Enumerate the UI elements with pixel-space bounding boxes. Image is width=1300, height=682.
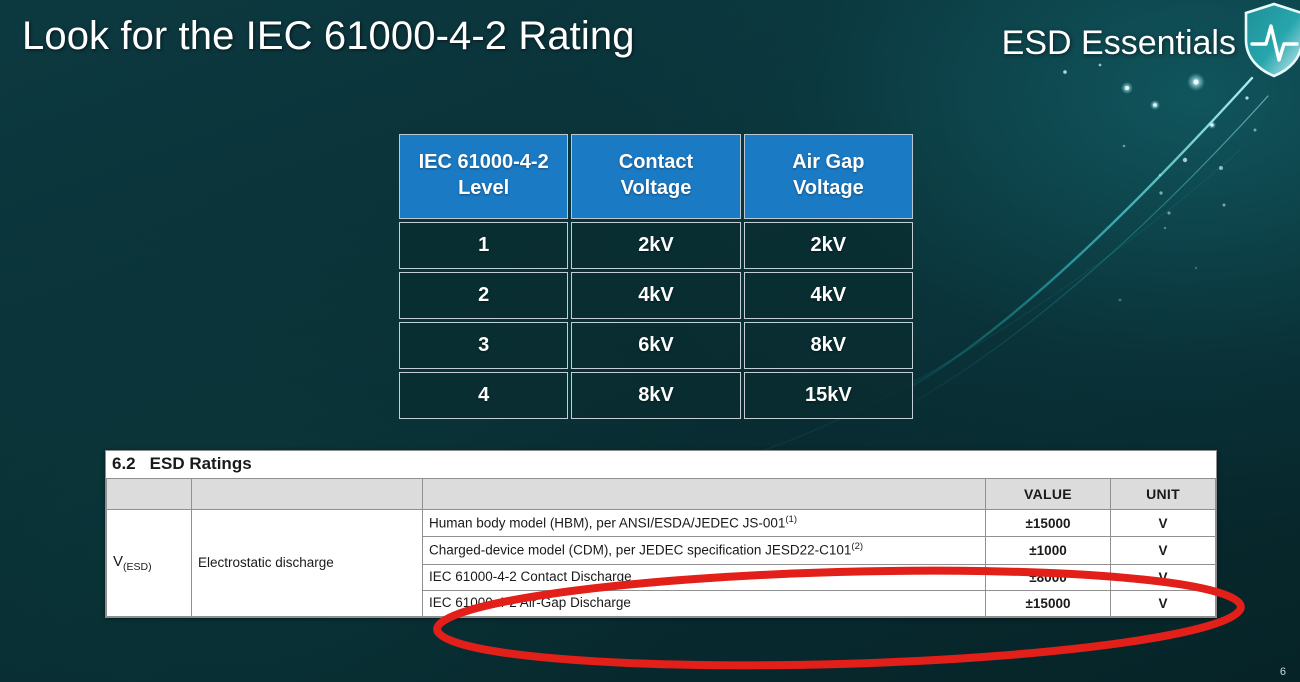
cell-unit: V (1110, 589, 1216, 617)
cell-symbol: V(ESD) (106, 509, 192, 617)
shield-pulse-icon (1244, 2, 1300, 78)
table-row: 4 8kV 15kV (399, 371, 913, 419)
esd-ratings-table: VALUE UNIT V(ESD) Electrostatic discharg… (106, 478, 1216, 617)
table-row: 1 2kV 2kV (399, 221, 913, 269)
page-number: 6 (1279, 666, 1286, 678)
cell-unit: V (1110, 563, 1216, 591)
cell-parameter: Electrostatic discharge (191, 509, 423, 617)
column-header-level: IEC 61000-4-2 Level (399, 134, 569, 219)
section-number: 6.2 (112, 454, 136, 473)
cell-value: ±15000 (985, 589, 1111, 617)
brand-title: ESD Essentials (1001, 23, 1236, 62)
cell-level: 4 (399, 371, 569, 419)
header-value: VALUE (985, 478, 1111, 510)
cell-air-gap-voltage: 2kV (743, 221, 913, 269)
cell-description: Human body model (HBM), per ANSI/ESDA/JE… (422, 508, 986, 538)
cell-unit: V (1110, 508, 1216, 538)
cell-level: 2 (399, 271, 569, 319)
table-row: 3 6kV 8kV (399, 321, 913, 369)
footnote-marker: (2) (851, 541, 864, 553)
brand-lockup: ESD Essentials (1001, 2, 1300, 78)
cell-level: 3 (399, 321, 569, 369)
cell-contact-voltage: 6kV (571, 321, 741, 369)
cell-description: Charged-device model (CDM), per JEDEC sp… (422, 536, 986, 565)
description-text: IEC 61000-4-2 Contact Discharge (429, 568, 632, 584)
page-title: Look for the IEC 61000-4-2 Rating (22, 14, 635, 58)
footnote-marker: (1) (785, 514, 798, 525)
table-row: 2 4kV 4kV (399, 271, 913, 319)
cell-air-gap-voltage: 15kV (743, 371, 913, 419)
cell-contact-voltage: 8kV (571, 371, 741, 419)
iec-level-table: IEC 61000-4-2 Level Contact Voltage Air … (396, 131, 916, 422)
cell-contact-voltage: 2kV (571, 221, 741, 269)
header-blank-symbol (106, 478, 192, 510)
description-text: Charged-device model (CDM), per JEDEC sp… (429, 542, 852, 558)
description-text: Human body model (HBM), per ANSI/ESDA/JE… (429, 515, 786, 531)
header-unit: UNIT (1110, 478, 1216, 510)
cell-unit: V (1110, 536, 1216, 565)
header-blank-description (422, 478, 986, 510)
datasheet-header-row: VALUE UNIT (106, 478, 1216, 510)
datasheet-excerpt: 6.2 ESD Ratings VALUE UNIT V(ESD) Electro… (105, 450, 1217, 618)
cell-contact-voltage: 4kV (571, 271, 741, 319)
cell-description: IEC 61000-4-2 Air-Gap Discharge (422, 589, 986, 617)
table-row: Charged-device model (CDM), per JEDEC sp… (107, 536, 1216, 565)
cell-value: ±8000 (985, 563, 1111, 591)
table-header-row: IEC 61000-4-2 Level Contact Voltage Air … (399, 134, 913, 219)
cell-value: ±1000 (985, 536, 1111, 565)
symbol-subscript: (ESD) (123, 560, 152, 573)
cell-air-gap-voltage: 4kV (743, 271, 913, 319)
cell-description: IEC 61000-4-2 Contact Discharge (422, 563, 986, 591)
symbol-letter: V (113, 552, 124, 570)
column-header-air-gap-voltage: Air Gap Voltage (743, 134, 913, 219)
cell-value: ±15000 (985, 508, 1111, 538)
description-text: IEC 61000-4-2 Air-Gap Discharge (429, 594, 631, 610)
datasheet-section-heading: 6.2 ESD Ratings (106, 451, 1216, 478)
header-blank-parameter (191, 478, 423, 510)
cell-level: 1 (399, 221, 569, 269)
table-row: V(ESD) Electrostatic discharge Human bod… (106, 508, 1216, 617)
section-title: ESD Ratings (149, 454, 252, 473)
cell-air-gap-voltage: 8kV (743, 321, 913, 369)
column-header-contact-voltage: Contact Voltage (571, 134, 741, 219)
